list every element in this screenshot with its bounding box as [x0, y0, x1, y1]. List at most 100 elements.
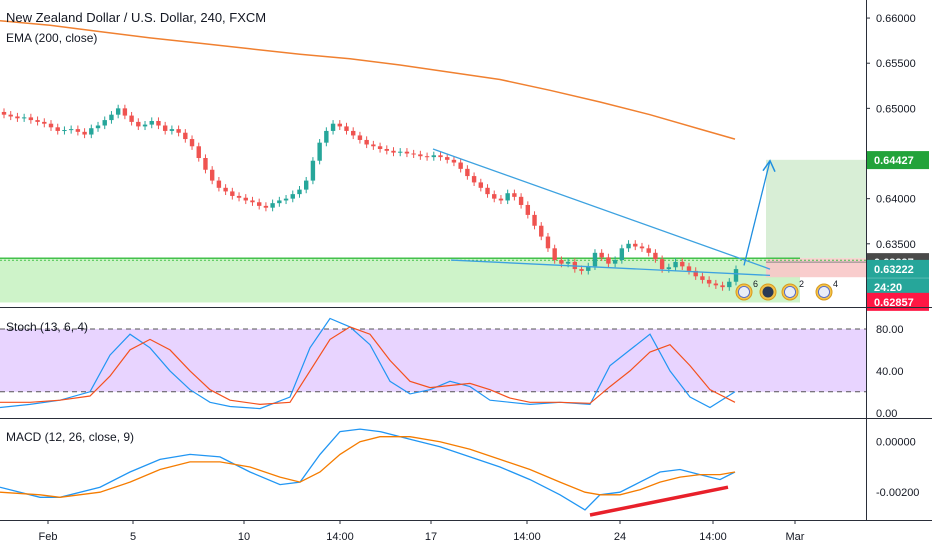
ema-line: [0, 20, 736, 140]
candle: [720, 285, 725, 288]
price-axis-label: 0.65000: [876, 103, 916, 115]
candle: [478, 182, 484, 188]
candle: [357, 135, 363, 140]
price-axis-label: 0.64000: [876, 194, 916, 206]
price-axis-label: 0.63500: [876, 239, 916, 251]
candle: [330, 123, 336, 131]
candle: [384, 148, 389, 151]
time-axis-label: 24: [614, 531, 626, 543]
price-axis-label: 0.66000: [876, 13, 916, 25]
candle: [579, 269, 584, 271]
candle: [680, 261, 685, 267]
candle: [666, 267, 672, 270]
candle: [673, 261, 678, 268]
candle: [102, 120, 107, 126]
time-axis-label: 5: [130, 531, 136, 543]
candle: [15, 116, 20, 119]
candle: [612, 260, 618, 264]
candle: [559, 260, 564, 264]
candle: [250, 200, 255, 203]
candle: [344, 126, 349, 131]
flag-icon: [818, 286, 830, 298]
candle: [95, 125, 101, 129]
candle: [351, 130, 356, 136]
candle: [1, 111, 7, 115]
chart-title: New Zealand Dollar / U.S. Dollar, 240, F…: [6, 10, 267, 25]
candle: [196, 146, 201, 159]
candle: [512, 193, 517, 197]
candle: [129, 115, 134, 122]
candle: [633, 243, 638, 247]
candle: [485, 187, 490, 195]
candle: [404, 151, 410, 154]
candle: [525, 204, 531, 215]
candle: [471, 176, 477, 183]
candle: [162, 125, 168, 131]
candle: [398, 151, 403, 153]
time-axis-label: 17: [425, 531, 437, 543]
candle: [28, 117, 34, 121]
candle: [297, 189, 302, 195]
candle: [223, 187, 228, 192]
stoch-axis-label: 0.00: [876, 408, 897, 420]
time-axis: Feb 5 10 14:00 17 14:00 24 14:00 Mar: [39, 520, 805, 543]
macd-indicator-label: MACD (12, 26, close, 9): [6, 430, 135, 444]
candle: [659, 259, 665, 270]
candle: [371, 144, 376, 147]
flag-icon: [784, 286, 796, 298]
price-badge: [867, 151, 929, 170]
candle: [653, 252, 658, 260]
stochastic-panel: [0, 317, 866, 410]
time-axis-label: 14:00: [699, 531, 727, 543]
candle: [324, 130, 329, 143]
price-badge-label: 0.62857: [874, 297, 914, 309]
flag-icon: [762, 286, 774, 298]
candle: [236, 195, 242, 198]
price-badge-label: 0.64427: [874, 155, 914, 167]
event-count-label: 2: [799, 279, 804, 289]
candle: [458, 162, 463, 169]
projection-arrow: [743, 160, 771, 266]
candle: [277, 200, 282, 204]
price-panel: 6 2 4: [0, 20, 866, 303]
candle: [686, 266, 692, 271]
candle: [243, 197, 248, 201]
candle: [713, 283, 719, 286]
candle: [727, 281, 732, 288]
time-axis-label: 14:00: [326, 531, 354, 543]
candle: [35, 120, 40, 122]
candle: [304, 180, 309, 190]
time-axis-label: 14:00: [513, 531, 541, 543]
candle: [256, 202, 262, 206]
price-axis: 0.66000 0.65500 0.65000 0.64000 0.63500 0.644…: [866, 13, 929, 499]
stoch-axis-label: 80.00: [876, 324, 904, 336]
candle: [552, 248, 557, 261]
projection-arrow-head: [762, 159, 776, 173]
candle: [136, 121, 141, 127]
candle: [565, 261, 571, 264]
candle: [75, 129, 81, 132]
time-axis-label: Mar: [786, 531, 805, 543]
candle: [8, 114, 13, 117]
candle: [89, 128, 94, 135]
stop-zone: [766, 258, 866, 278]
candle: [411, 153, 416, 155]
candle: [498, 198, 504, 201]
candle: [62, 130, 67, 132]
candle: [693, 270, 698, 277]
candle: [169, 129, 175, 131]
price-badge: [867, 259, 929, 278]
upper-trendline: [432, 148, 771, 270]
candle: [646, 248, 651, 253]
price-badge: [867, 292, 929, 311]
candle: [263, 205, 269, 208]
candle: [21, 117, 27, 119]
flag-icon: [738, 286, 750, 298]
candle: [209, 169, 215, 181]
candle: [156, 120, 161, 126]
candle: [203, 158, 208, 170]
candle: [445, 157, 450, 160]
candle: [270, 203, 275, 208]
candle: [492, 194, 497, 199]
